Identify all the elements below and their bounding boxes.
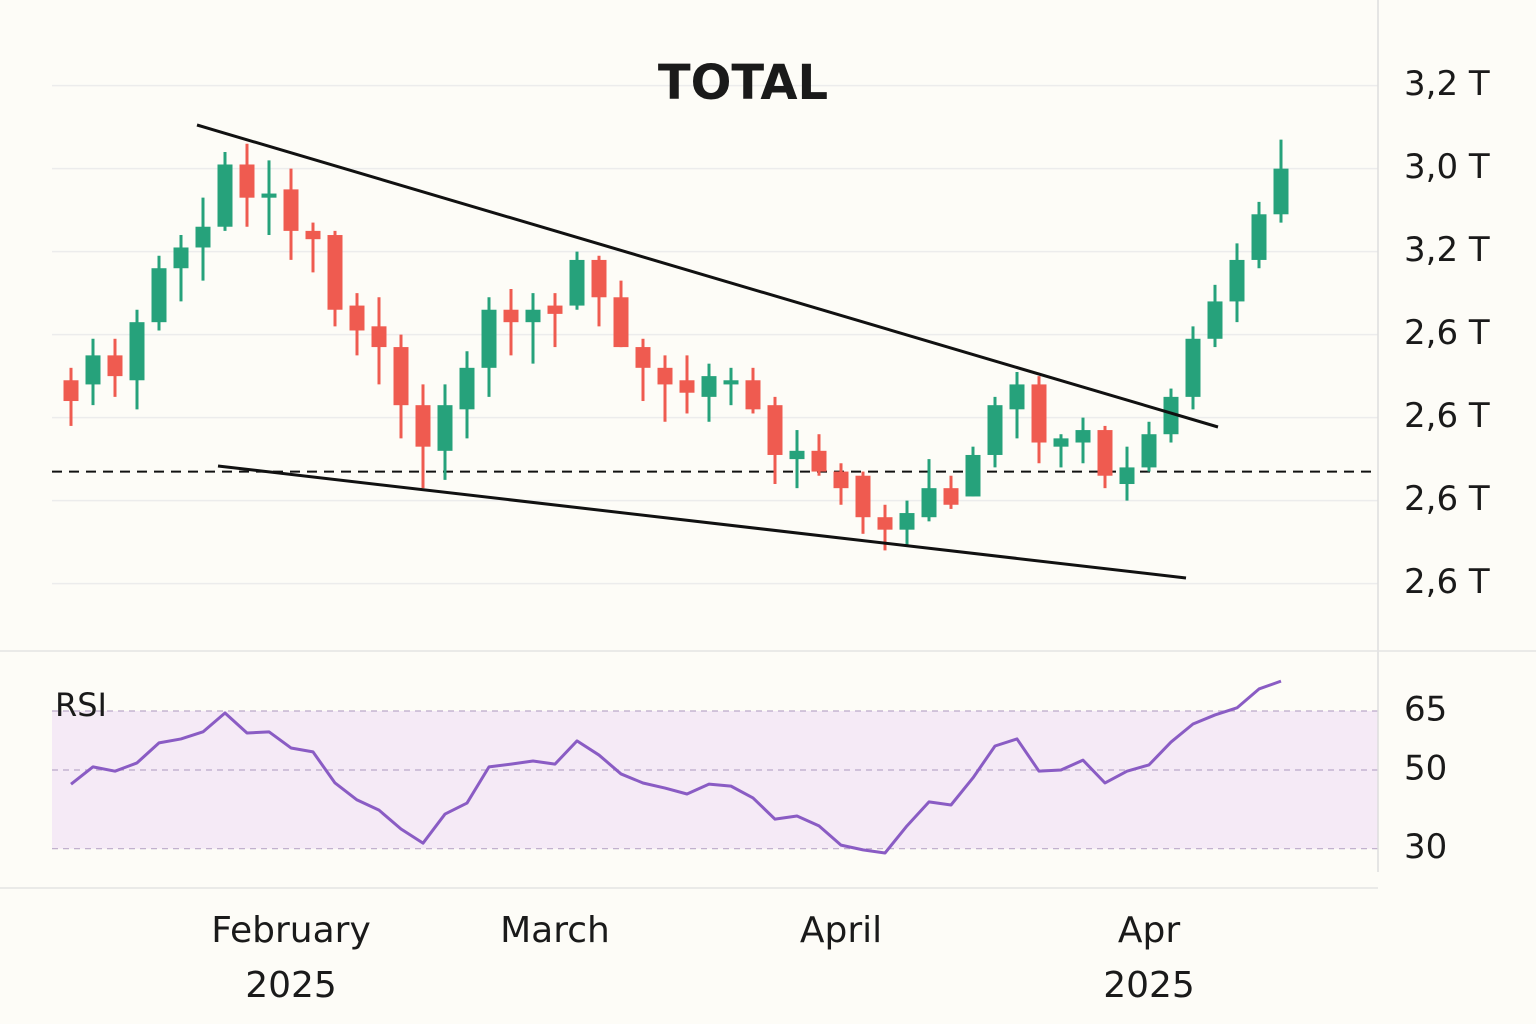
candle-body xyxy=(1075,430,1091,443)
candle-body xyxy=(723,380,739,385)
candle-body xyxy=(107,355,123,377)
candle-body xyxy=(1097,430,1113,476)
candle-body xyxy=(393,347,409,406)
candle-body xyxy=(943,488,959,505)
candle-body xyxy=(855,475,871,518)
candle-body xyxy=(349,305,365,331)
candle-body xyxy=(1009,384,1025,410)
candle-body xyxy=(745,380,761,410)
y-tick-label: 2,6 T xyxy=(1404,396,1490,436)
candle-body xyxy=(987,405,1003,455)
candle-body xyxy=(899,513,915,530)
rsi-line xyxy=(70,679,1282,855)
x-tick-label: March xyxy=(500,910,610,951)
candle-body xyxy=(327,235,343,310)
candle-body xyxy=(217,164,233,227)
candle-body xyxy=(1119,467,1135,485)
y-tick-label: 3,2 T xyxy=(1404,230,1490,270)
trend-line xyxy=(196,123,1219,429)
candle-body xyxy=(85,355,101,385)
candle-body xyxy=(1229,259,1245,302)
candle-body xyxy=(547,305,563,314)
y-tick-label: 30 xyxy=(1404,827,1447,867)
candle-body xyxy=(283,189,299,231)
candle-body xyxy=(767,405,783,455)
candle-body xyxy=(921,488,937,518)
grid xyxy=(52,84,1378,850)
candle-body xyxy=(525,309,541,323)
candle-body xyxy=(1273,168,1289,215)
candle-body xyxy=(151,268,167,323)
marks xyxy=(52,139,1378,855)
x-tick-label: Apr 2025 xyxy=(1103,910,1195,1006)
candle-body xyxy=(657,367,673,385)
candle-body xyxy=(1251,214,1267,260)
candle-body xyxy=(261,193,277,198)
candle-body xyxy=(437,405,453,451)
x-tick-label: February 2025 xyxy=(211,910,371,1006)
y-tick-label: 50 xyxy=(1404,749,1447,789)
candle-body xyxy=(591,259,607,298)
y-tick-label: 3,0 T xyxy=(1404,147,1490,187)
candle-body xyxy=(789,450,805,460)
candle-body xyxy=(1053,438,1069,447)
candle-body xyxy=(965,454,981,497)
candle-body xyxy=(1163,396,1179,435)
candle-body xyxy=(195,226,211,248)
y-tick-label: 65 xyxy=(1404,690,1447,730)
candle-body xyxy=(239,164,255,198)
trend-line xyxy=(217,464,1187,580)
candle-body xyxy=(877,517,893,530)
chart-title: TOTAL xyxy=(658,55,828,111)
y-tick-label: 3,2 T xyxy=(1404,64,1490,104)
rsi-label: RSI xyxy=(55,686,107,724)
candle-body xyxy=(371,326,387,348)
candle-body xyxy=(1141,434,1157,468)
candle-body xyxy=(415,405,431,447)
y-tick-label: 2,6 T xyxy=(1404,562,1490,602)
candle-body xyxy=(833,471,849,489)
x-tick-label: April xyxy=(800,910,882,951)
candle-body xyxy=(1031,384,1047,443)
candle-body xyxy=(635,347,651,368)
candle-body xyxy=(481,309,497,368)
candle-body xyxy=(459,367,475,410)
candle-body xyxy=(679,380,695,393)
candle-body xyxy=(613,297,629,348)
candle-body xyxy=(173,247,189,269)
candle-body xyxy=(569,259,585,306)
candle-body xyxy=(63,380,79,402)
candle-body xyxy=(129,322,145,381)
candle-body xyxy=(1185,338,1201,397)
candle-body xyxy=(503,309,519,323)
candle-body xyxy=(305,230,321,240)
candle-body xyxy=(1207,301,1223,339)
y-tick-label: 2,6 T xyxy=(1404,479,1490,519)
candle-body xyxy=(811,450,827,472)
y-tick-label: 2,6 T xyxy=(1404,313,1490,353)
candle-body xyxy=(701,376,717,397)
